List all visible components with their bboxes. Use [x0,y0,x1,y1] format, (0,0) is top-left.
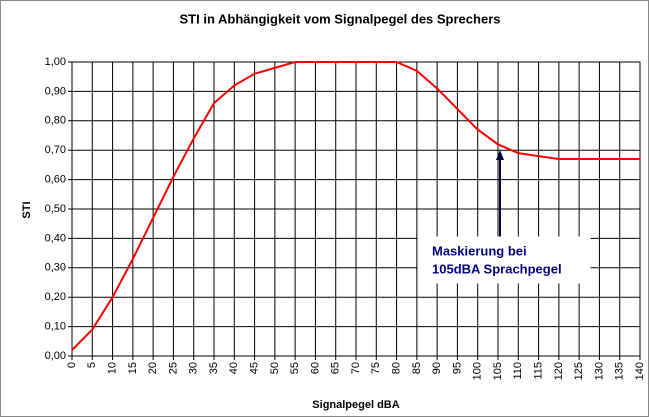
annotation-arrowhead [496,150,504,160]
x-tick-label: 40 [228,362,240,374]
annotation-text: Maskierung bei [432,243,527,258]
chart-title: STI in Abhängigkeit vom Signalpegel des … [180,11,501,26]
x-tick-label: 15 [127,362,139,374]
y-tick-label: 1,00 [45,56,66,68]
x-tick-label: 115 [532,362,544,380]
x-tick-label: 80 [390,362,402,374]
y-tick-label: 0,10 [45,321,66,333]
x-tick-label: 30 [188,362,200,374]
x-tick-label: 110 [512,362,524,380]
y-tick-label: 0,70 [45,144,66,156]
annotation-box [417,236,591,284]
x-tick-label: 55 [289,362,301,374]
x-tick-label: 130 [593,362,605,380]
x-tick-label: 0 [66,362,78,368]
x-tick-label: 5 [86,362,98,368]
x-tick-label: 75 [370,362,382,374]
x-tick-label: 45 [248,362,260,374]
x-tick-label: 70 [350,362,362,374]
x-tick-label: 95 [451,362,463,374]
y-tick-label: 0,50 [45,203,66,215]
y-axis-label: STI [21,201,33,218]
x-tick-label: 60 [309,362,321,374]
x-tick-label: 120 [553,362,565,380]
x-tick-label: 20 [147,362,159,374]
x-tick-label: 105 [492,362,504,380]
x-tick-label: 65 [330,362,342,374]
y-tick-label: 0,60 [45,174,66,186]
y-tick-label: 0,30 [45,262,66,274]
x-tick-label: 10 [106,362,118,374]
y-tick-label: 0,40 [45,232,66,244]
y-tick-label: 0,80 [45,115,66,127]
y-tick-label: 0,20 [45,291,66,303]
x-tick-label: 85 [411,362,423,374]
x-axis-label: Signalpegel dBA [312,399,399,411]
x-tick-label: 125 [573,362,585,380]
y-tick-label: 0,90 [45,85,66,97]
line [71,61,640,351]
x-tick-label: 100 [472,362,484,380]
x-tick-label: 50 [269,362,281,374]
x-tick-label: 135 [614,362,626,380]
x-tick-label: 35 [208,362,220,374]
x-tick-label: 25 [167,362,179,374]
annotation-text: 105dBA Sprachpegel [432,261,562,276]
y-tick-label: 0,00 [45,350,66,362]
x-tick-label: 140 [634,362,646,380]
x-tick-label: 90 [431,362,443,374]
